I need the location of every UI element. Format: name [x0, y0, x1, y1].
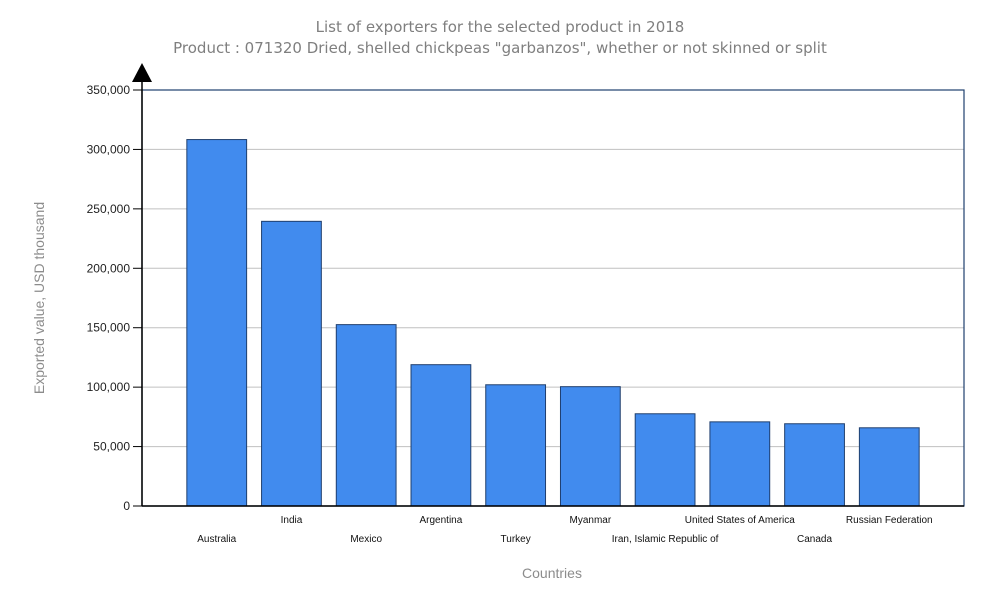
x-category-label: United States of America — [685, 515, 795, 526]
x-axis-labels: Australia India Mexico Argentina Turkey Myanm… — [197, 515, 932, 545]
x-category-label: Russian Federation — [846, 515, 933, 526]
bar-australia[interactable] — [186, 139, 248, 507]
bar-canada[interactable] — [784, 423, 845, 507]
y-axis: 0 50,000 100,000 150,000 200,000 250,000 300,0… — [87, 63, 964, 513]
y-axis-arrow-icon — [132, 63, 152, 82]
x-category-label: Australia — [197, 534, 236, 545]
bar-russian-federation[interactable] — [858, 427, 920, 507]
y-tick-label: 0 — [123, 499, 130, 513]
y-tick-label: 250,000 — [87, 202, 131, 216]
x-axis-title: Countries — [522, 565, 582, 581]
x-category-label: Mexico — [350, 534, 382, 545]
bar-iran-islamic-republic-of[interactable] — [634, 413, 696, 507]
y-tick-label: 50,000 — [93, 440, 130, 454]
chart-subtitle: Product : 071320 Dried, shelled chickpea… — [173, 39, 827, 57]
chart-title: List of exporters for the selected produ… — [315, 18, 685, 36]
x-category-label: Canada — [797, 534, 832, 545]
y-tick-label: 350,000 — [87, 83, 131, 97]
bars — [186, 139, 920, 507]
bar-united-states-of-america[interactable] — [709, 421, 771, 507]
x-category-label: Myanmar — [570, 515, 612, 526]
bar-mexico[interactable] — [335, 324, 397, 507]
y-tick-label: 200,000 — [87, 261, 131, 275]
y-tick-label: 150,000 — [87, 321, 131, 335]
x-category-label: Argentina — [420, 515, 463, 526]
x-category-label: Turkey — [501, 534, 531, 545]
bar-turkey[interactable] — [485, 384, 547, 507]
x-category-label: Iran, Islamic Republic of — [612, 534, 719, 545]
x-category-label: India — [281, 515, 303, 526]
y-axis-title: Exported value, USD thousand — [31, 202, 47, 394]
y-tick-label: 100,000 — [87, 380, 131, 394]
bar-india[interactable] — [261, 220, 322, 507]
y-tick-label: 300,000 — [87, 142, 131, 156]
bar-myanmar[interactable] — [559, 386, 621, 507]
bar-argentina[interactable] — [410, 364, 472, 507]
